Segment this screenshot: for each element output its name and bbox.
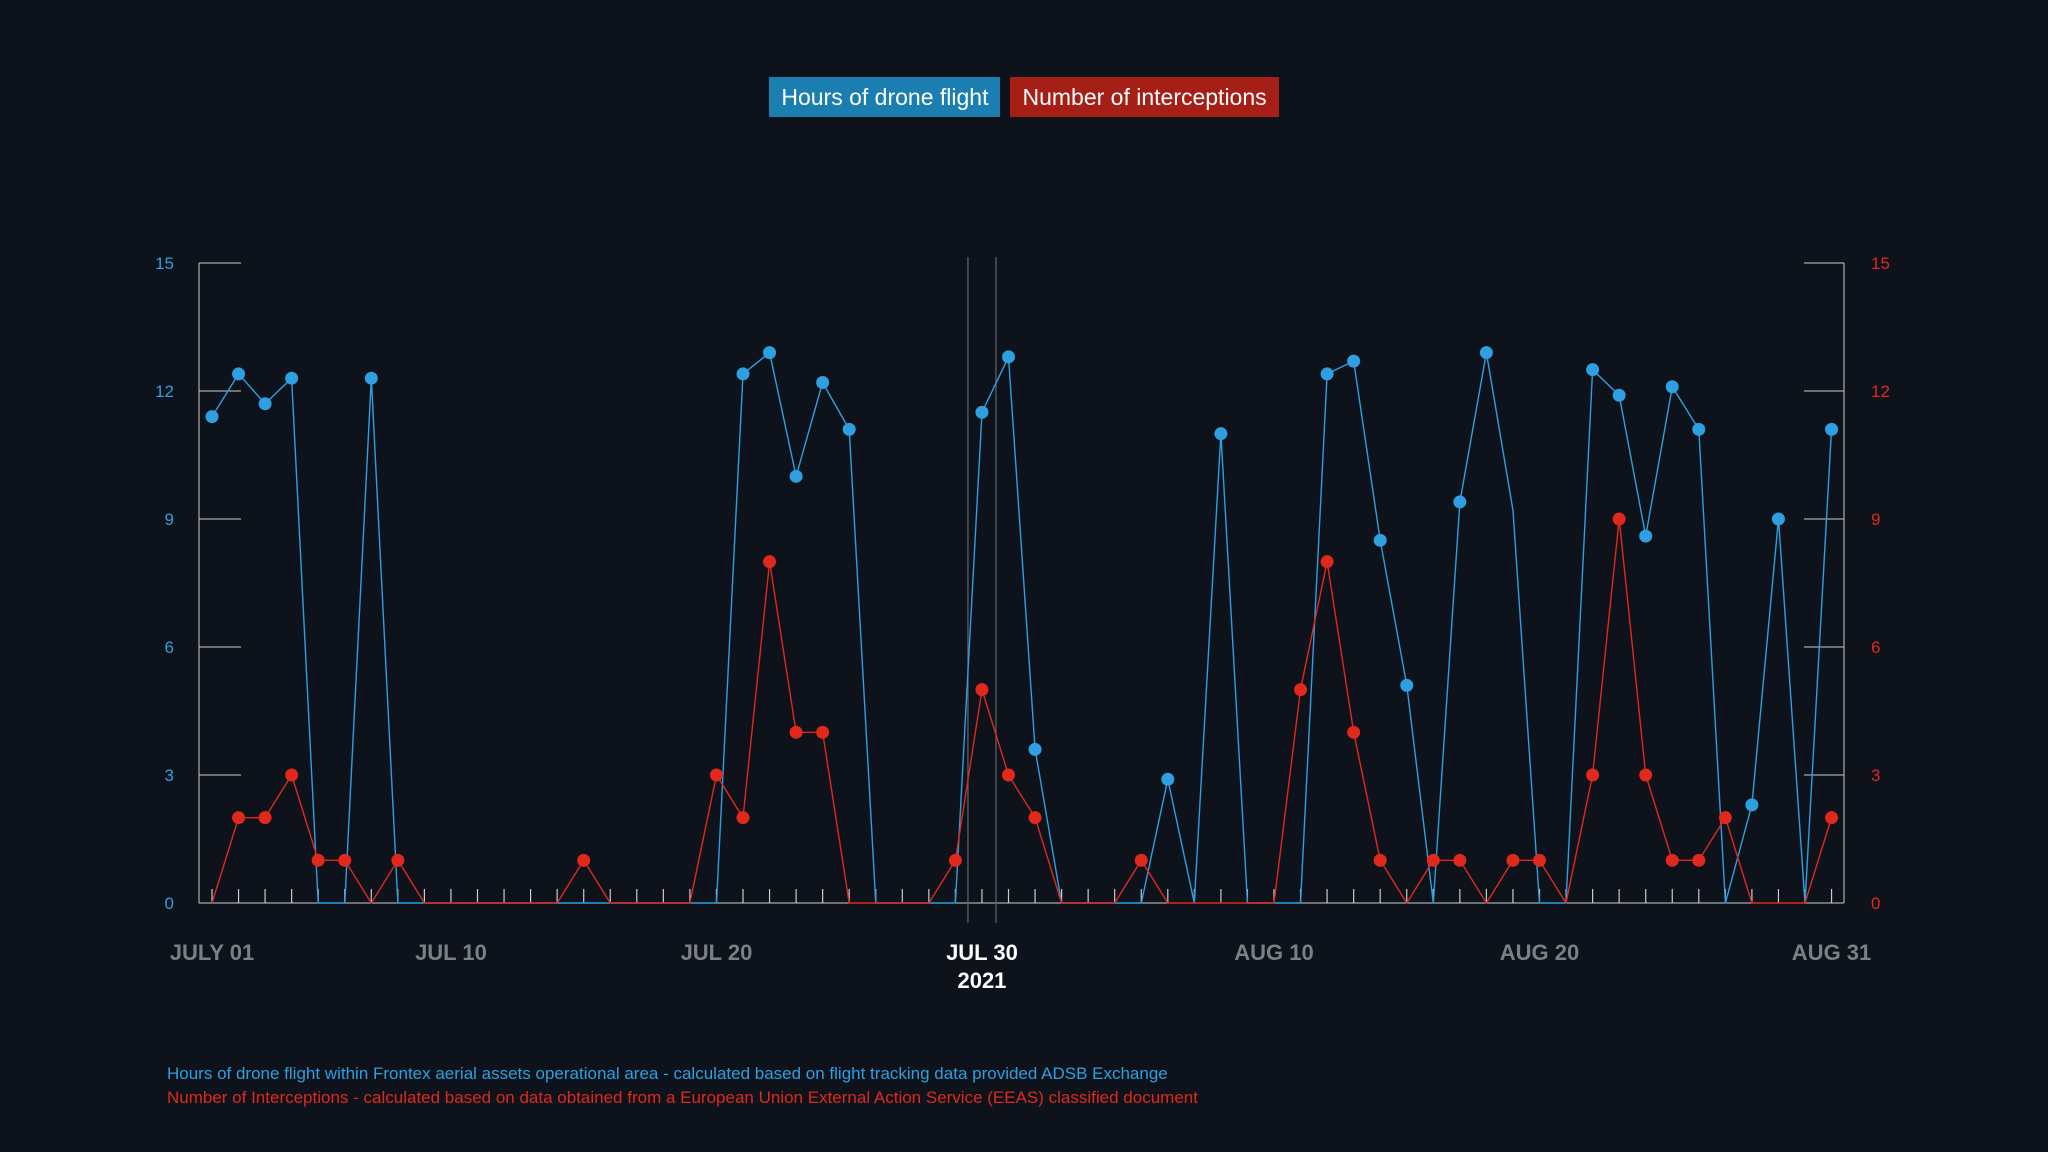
series-hours-of-drone-flight: [205, 346, 1839, 904]
hours-point: [789, 469, 803, 483]
intercepts-point: [1347, 725, 1361, 739]
hours-point: [1586, 363, 1600, 377]
intercepts-point: [1294, 683, 1308, 697]
intercepts-point: [391, 853, 405, 867]
hours-point: [1373, 533, 1387, 547]
hours-point: [1002, 350, 1015, 364]
right-axis-tick-label: 12: [1871, 382, 1890, 401]
intercepts-point: [1320, 555, 1334, 569]
intercepts-point: [1533, 853, 1546, 867]
intercepts-point: [763, 555, 777, 569]
right-axis-tick-label: 3: [1871, 766, 1880, 785]
x-date-label: AUG 31: [1792, 940, 1871, 965]
legend-number-of-interceptions: Number of interceptions: [1010, 77, 1279, 117]
hours-point: [736, 367, 750, 381]
hours-point: [1214, 427, 1228, 441]
right-axis-tick-label: 6: [1871, 638, 1880, 657]
intercepts-point: [311, 853, 325, 867]
intercepts-point: [258, 811, 272, 825]
intercepts-point: [948, 853, 962, 867]
x-axis-labels: JULY 01 JUL 10 JUL 20 JUL 30 2021 AUG 10 AUG 2…: [170, 940, 1871, 993]
right-axis-tick-label: 0: [1871, 894, 1880, 913]
hours-line: [211, 351, 1833, 904]
intercepts-point: [1134, 853, 1148, 867]
intercepts-point: [1692, 853, 1706, 867]
hours-point: [1771, 512, 1785, 526]
intercepts-point: [1426, 853, 1440, 867]
hours-point: [975, 405, 989, 419]
x-date-label: AUG 10: [1234, 940, 1313, 965]
intercepts-point: [1718, 811, 1732, 825]
hours-point: [1320, 367, 1334, 381]
chart-axes: 0 3 6 9 12 15 0 3 6 9 12 15: [155, 254, 1890, 923]
hours-point: [258, 397, 272, 411]
intercepts-point: [1028, 811, 1042, 825]
hours-point: [1347, 354, 1361, 368]
note-hours-source: Hours of drone flight within Frontex aer…: [167, 1064, 1168, 1083]
intercepts-point: [1453, 853, 1467, 867]
hours-point: [1825, 422, 1839, 436]
intercepts-point: [1665, 853, 1679, 867]
hours-point: [1639, 529, 1653, 543]
hours-point: [285, 371, 299, 385]
hours-point: [1161, 772, 1175, 786]
x-date-label: JULY 01: [170, 940, 254, 965]
hours-point: [1665, 380, 1679, 394]
hours-point: [1612, 388, 1626, 402]
intercepts-point: [975, 683, 989, 697]
note-intercepts-source: Number of Interceptions - calculated bas…: [167, 1088, 1198, 1107]
left-axis-tick-label: 15: [155, 254, 174, 273]
hours-point: [1400, 678, 1414, 692]
hours-point: [816, 375, 830, 389]
intercepts-point: [1825, 811, 1839, 825]
hours-point: [763, 346, 777, 360]
intercepts-point: [1506, 853, 1520, 867]
left-axis-tick-label: 9: [165, 510, 174, 529]
hours-point: [1453, 495, 1467, 509]
hours-point: [842, 422, 856, 436]
hours-point: [1028, 742, 1042, 756]
x-date-label: JUL 10: [415, 940, 487, 965]
hours-point: [1479, 346, 1493, 360]
right-axis-tick-label: 15: [1871, 254, 1890, 273]
intercepts-point: [1002, 768, 1015, 782]
intercepts-point: [577, 853, 591, 867]
left-axis-tick-label: 0: [165, 894, 174, 913]
intercepts-point: [1612, 512, 1626, 526]
hours-point: [1745, 798, 1759, 812]
intercepts-point: [285, 768, 299, 782]
intercepts-point: [232, 811, 246, 825]
right-axis-tick-label: 9: [1871, 510, 1880, 529]
hours-point: [364, 371, 378, 385]
series-number-of-interceptions: [211, 512, 1839, 904]
intercepts-point: [736, 811, 750, 825]
hours-point: [205, 410, 219, 424]
x-date-label: JUL 20: [681, 940, 753, 965]
intercepts-point: [709, 768, 723, 782]
intercepts-point: [1373, 853, 1387, 867]
intercepts-point: [816, 725, 830, 739]
intercepts-point: [1586, 768, 1600, 782]
x-date-sublabel: 2021: [957, 968, 1006, 993]
intercepts-point: [1639, 768, 1653, 782]
left-axis-tick-label: 12: [155, 382, 174, 401]
x-date-label: AUG 20: [1500, 940, 1579, 965]
intercepts-point: [338, 853, 352, 867]
x-date-label: JUL 30: [946, 940, 1018, 965]
intercepts-point: [789, 725, 803, 739]
legend-hours-of-drone-flight: Hours of drone flight: [769, 77, 1001, 117]
hours-point: [1692, 422, 1706, 436]
left-axis-tick-label: 6: [165, 638, 174, 657]
hours-point: [232, 367, 246, 381]
left-axis-tick-label: 3: [165, 766, 174, 785]
intercepts-line: [211, 518, 1833, 904]
legend: Hours of drone flight Number of intercep…: [0, 77, 2048, 117]
